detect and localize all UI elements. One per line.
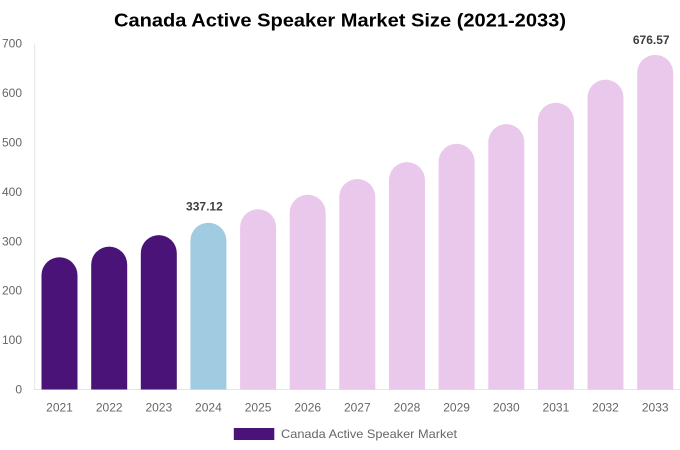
svg-text:100: 100 [2, 333, 22, 347]
svg-text:337.12: 337.12 [186, 200, 223, 214]
svg-text:2022: 2022 [96, 400, 123, 414]
svg-text:2033: 2033 [642, 400, 669, 414]
svg-text:2031: 2031 [543, 400, 570, 414]
svg-text:0: 0 [15, 383, 22, 397]
svg-text:2028: 2028 [394, 400, 421, 414]
svg-text:500: 500 [2, 136, 22, 150]
svg-text:2030: 2030 [493, 400, 520, 414]
svg-text:676.57: 676.57 [633, 33, 670, 47]
svg-text:Canada Active Speaker Market S: Canada Active Speaker Market Size (2021-… [114, 11, 566, 31]
svg-text:200: 200 [2, 284, 22, 298]
svg-text:2024: 2024 [195, 400, 222, 414]
svg-text:2023: 2023 [145, 400, 172, 414]
svg-text:2021: 2021 [46, 400, 73, 414]
svg-text:600: 600 [2, 86, 22, 100]
svg-text:Canada Active Speaker Market: Canada Active Speaker Market [281, 427, 458, 441]
svg-text:2032: 2032 [592, 400, 619, 414]
svg-text:300: 300 [2, 234, 22, 248]
svg-text:2027: 2027 [344, 400, 371, 414]
svg-text:700: 700 [2, 37, 22, 51]
svg-text:400: 400 [2, 185, 22, 199]
svg-text:2029: 2029 [443, 400, 470, 414]
svg-text:2026: 2026 [294, 400, 321, 414]
svg-text:2025: 2025 [245, 400, 272, 414]
